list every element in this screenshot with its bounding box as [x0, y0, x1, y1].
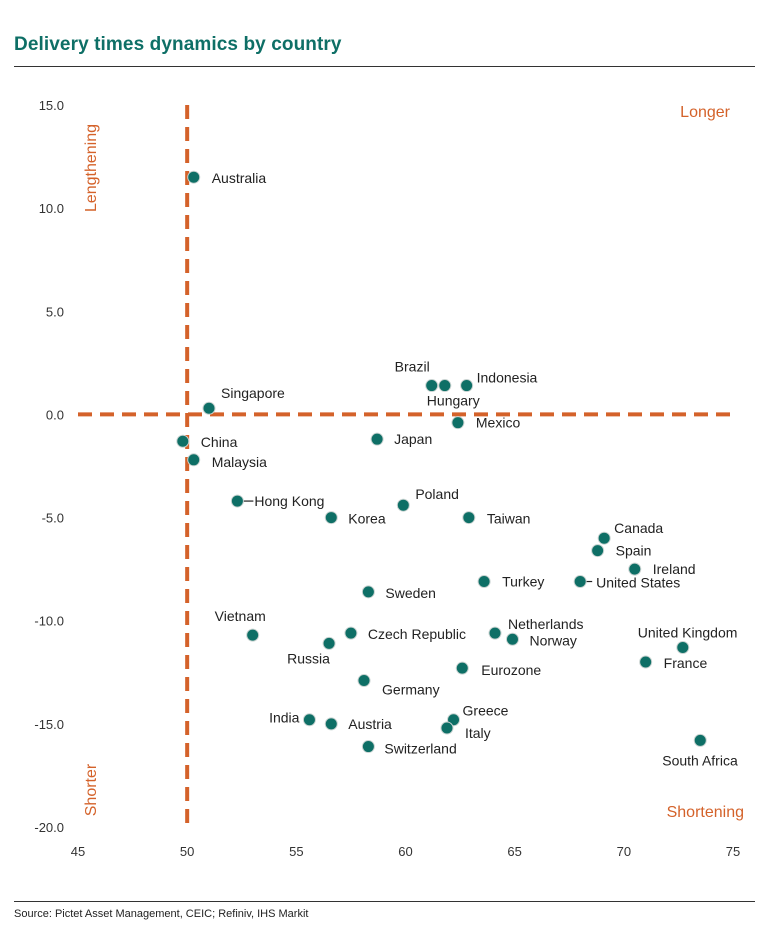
footer-divider	[14, 901, 755, 902]
data-point-label: Japan	[394, 431, 432, 447]
reference-lines	[78, 105, 733, 827]
data-point	[202, 401, 216, 415]
source-note: Source: Pictet Asset Management, CEIC; R…	[14, 908, 309, 920]
data-point-label: Hong Kong	[254, 493, 324, 509]
data-point	[396, 498, 410, 512]
y-tick-label: 15.0	[39, 98, 64, 113]
data-point-label: Australia	[212, 170, 267, 186]
chart-title: Delivery times dynamics by country	[14, 34, 342, 55]
data-point	[302, 713, 316, 727]
data-point	[477, 575, 491, 589]
quadrant-labels: Lengthening Longer Shorter Shortening	[83, 104, 744, 821]
data-point	[230, 494, 244, 508]
data-point	[324, 717, 338, 731]
x-tick-label: 45	[71, 844, 85, 859]
x-tick-label: 55	[289, 844, 303, 859]
data-point-label: United Kingdom	[638, 625, 738, 641]
data-point-label: Italy	[465, 725, 491, 741]
data-point	[597, 531, 611, 545]
data-point-label: Brazil	[395, 359, 430, 375]
data-point-label: United States	[596, 575, 680, 591]
data-point	[440, 721, 454, 735]
data-point	[591, 544, 605, 558]
data-point	[693, 733, 707, 747]
data-point-label: Canada	[614, 520, 663, 536]
data-point-label: Korea	[348, 511, 386, 527]
y-tick-label: -10.0	[34, 614, 64, 629]
data-point	[344, 626, 358, 640]
data-point	[639, 655, 653, 669]
quadrant-label-bottom-right: Shortening	[667, 804, 744, 821]
data-point	[676, 641, 690, 655]
data-point-label: Greece	[463, 703, 509, 719]
data-points: Australia Singapore China Malaysia Hong Kong…	[176, 170, 738, 768]
data-point-label: Norway	[529, 632, 576, 648]
data-point-label: Russia	[287, 650, 330, 666]
data-point	[455, 661, 469, 675]
axis-ticks: 15.0 10.0 5.0 0.0 -5.0 -10.0 -15.0 -20.0 45 50 55 6…	[34, 98, 740, 859]
data-point-label: Austria	[348, 716, 392, 732]
y-tick-label: 0.0	[46, 407, 64, 422]
data-point	[505, 632, 519, 646]
title-divider	[14, 66, 755, 67]
data-point-label: France	[664, 655, 708, 671]
data-point-label: China	[201, 434, 238, 450]
data-point	[460, 379, 474, 393]
data-point	[438, 379, 452, 393]
data-point-label: Turkey	[502, 574, 544, 590]
y-tick-label: -15.0	[34, 717, 64, 732]
data-point-label: South Africa	[662, 752, 738, 768]
data-point-label: India	[269, 710, 300, 726]
data-point	[361, 740, 375, 754]
data-point-label: Germany	[382, 682, 440, 698]
data-point	[176, 434, 190, 448]
data-point-label: Hungary	[427, 393, 480, 409]
data-point	[488, 626, 502, 640]
data-point-label: Singapore	[221, 385, 285, 401]
data-point-label: Taiwan	[487, 511, 531, 527]
quadrant-label-bottom-left: Shorter	[83, 763, 100, 816]
data-point	[187, 170, 201, 184]
data-point-label: Malaysia	[212, 454, 267, 470]
data-point	[324, 511, 338, 525]
data-point-label: Vietnam	[215, 608, 266, 624]
y-tick-label: -5.0	[42, 511, 64, 526]
data-point-label: Spain	[616, 543, 652, 559]
data-point-label: Sweden	[385, 585, 436, 601]
y-tick-label: -20.0	[34, 820, 64, 835]
data-point	[462, 511, 476, 525]
y-tick-label: 10.0	[39, 201, 64, 216]
data-point-label: Switzerland	[384, 741, 456, 757]
data-point	[357, 674, 371, 688]
x-tick-label: 50	[180, 844, 194, 859]
data-point-label: Mexico	[476, 415, 521, 431]
data-point	[451, 416, 465, 430]
y-tick-label: 5.0	[46, 304, 64, 319]
x-tick-label: 60	[398, 844, 412, 859]
data-point-label: Czech Republic	[368, 626, 466, 642]
data-point	[361, 585, 375, 599]
x-tick-label: 70	[617, 844, 631, 859]
data-point	[573, 575, 587, 589]
data-point	[425, 379, 439, 393]
data-point	[370, 432, 384, 446]
data-point	[187, 453, 201, 467]
data-point-label: Eurozone	[481, 662, 541, 678]
data-point	[628, 562, 642, 576]
data-point	[322, 636, 336, 650]
data-point-label: Poland	[415, 486, 459, 502]
x-tick-label: 65	[507, 844, 521, 859]
data-point	[246, 628, 260, 642]
x-tick-label: 75	[726, 844, 740, 859]
quadrant-label-top-left: Lengthening	[83, 124, 100, 212]
data-point-label: Ireland	[653, 561, 696, 577]
quadrant-label-top-right: Longer	[680, 104, 730, 121]
data-point-label: Netherlands	[508, 616, 584, 632]
data-point-label: Indonesia	[477, 370, 538, 386]
